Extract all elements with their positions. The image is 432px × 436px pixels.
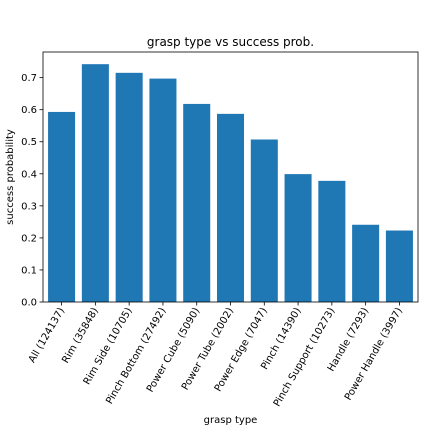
bar-3 [149, 79, 176, 302]
bar-5 [217, 114, 244, 302]
bar-6 [251, 140, 278, 303]
bar-9 [352, 225, 379, 302]
bar-2 [116, 73, 143, 302]
y-tick-label-3: 0.3 [21, 201, 37, 212]
x-axis-label: grasp type [204, 415, 258, 426]
bars-layer [48, 64, 413, 302]
bar-1 [82, 64, 109, 302]
x-tick-label-1: Rim (35848) [60, 306, 101, 366]
x-tick-label-8: Pinch Support (10273) [272, 306, 338, 409]
y-tick-label-0: 0.0 [21, 298, 37, 309]
y-tick-label-2: 0.2 [21, 233, 37, 244]
bar-7 [285, 174, 312, 302]
y-axis-ticks: 0.0 0.1 0.2 0.3 0.4 0.5 0.6 0.7 [21, 73, 43, 308]
y-tick-label-4: 0.4 [21, 169, 37, 180]
bar-4 [183, 104, 210, 302]
y-tick-label-6: 0.6 [21, 105, 37, 116]
bar-10 [386, 231, 413, 302]
bar-0 [48, 112, 75, 302]
bar-8 [318, 181, 345, 302]
chart-title: grasp type vs success prob. [147, 35, 314, 49]
y-tick-label-5: 0.5 [21, 137, 37, 148]
x-tick-label-3: Pinch Bottom (27492) [104, 306, 168, 406]
y-tick-label-1: 0.1 [21, 265, 37, 276]
x-axis-ticks: All (124137)Rim (35848)Rim Side (10705)P… [27, 302, 405, 409]
x-tick-label-0: All (124137) [27, 306, 67, 365]
y-tick-label-7: 0.7 [21, 73, 37, 84]
y-axis-label: success probability [5, 129, 16, 225]
